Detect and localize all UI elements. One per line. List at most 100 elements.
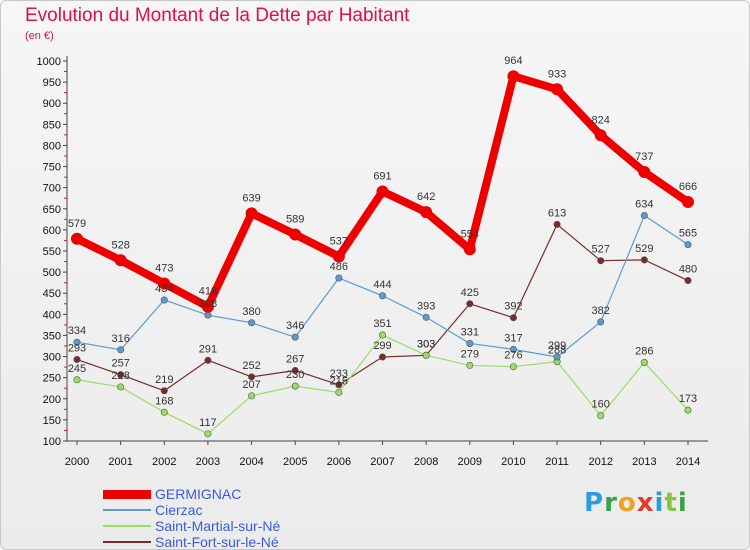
data-label: 392 xyxy=(504,301,522,313)
data-point xyxy=(422,313,430,321)
data-label: 334 xyxy=(68,325,86,337)
data-point xyxy=(682,196,694,209)
data-label: 480 xyxy=(679,264,697,276)
data-point xyxy=(248,319,256,327)
x-tick-label: 2014 xyxy=(676,456,700,468)
legend-swatch xyxy=(103,525,151,527)
x-tick-label: 2004 xyxy=(239,456,263,468)
data-point xyxy=(466,300,474,308)
x-tick-label: 2000 xyxy=(65,456,89,468)
data-point xyxy=(638,166,651,179)
data-point xyxy=(73,376,81,384)
data-point xyxy=(291,366,299,374)
y-tick-label: 450 xyxy=(43,288,61,300)
legend-swatch xyxy=(103,489,151,499)
data-point xyxy=(466,361,474,369)
data-point xyxy=(420,206,433,219)
y-tick-label: 1000 xyxy=(37,56,61,68)
legend-label: Saint-Fort-sur-le-Né xyxy=(155,534,279,550)
data-point xyxy=(597,318,605,326)
y-tick-label: 850 xyxy=(43,119,61,131)
data-point xyxy=(248,373,256,381)
data-point xyxy=(160,408,168,416)
x-tick-label: 2005 xyxy=(283,456,307,468)
data-point xyxy=(291,333,299,341)
x-tick-label: 2012 xyxy=(588,456,612,468)
data-point xyxy=(335,388,343,396)
data-label: 257 xyxy=(111,358,129,370)
x-tick-label: 2011 xyxy=(545,456,569,468)
data-point xyxy=(117,371,125,379)
data-point xyxy=(463,243,476,256)
data-point xyxy=(245,207,258,220)
legend-label: GERMIGNAC xyxy=(155,486,242,502)
series-layer xyxy=(71,70,694,438)
data-label: 380 xyxy=(242,306,260,318)
y-tick-label: 100 xyxy=(43,436,61,448)
data-label: 737 xyxy=(635,151,653,163)
data-point xyxy=(160,387,168,395)
data-point xyxy=(640,256,648,264)
data-label: 444 xyxy=(373,279,391,291)
data-label: 528 xyxy=(111,239,129,251)
data-point xyxy=(335,381,343,389)
data-label: 527 xyxy=(592,244,610,256)
data-point xyxy=(291,382,299,390)
x-tick-label: 2003 xyxy=(196,456,220,468)
data-point xyxy=(73,338,81,346)
data-point xyxy=(378,292,386,300)
logo-letter: i xyxy=(677,488,688,518)
y-tick-label: 300 xyxy=(43,352,61,364)
data-label: 245 xyxy=(68,363,86,375)
legend-swatch xyxy=(103,541,151,543)
data-label: 215 xyxy=(330,375,348,387)
y-tick-label: 550 xyxy=(43,246,61,258)
data-point xyxy=(684,406,692,414)
data-label: 418 xyxy=(199,286,217,298)
data-point xyxy=(114,254,127,267)
data-label: 824 xyxy=(592,114,610,126)
y-tick-label: 350 xyxy=(43,330,61,342)
y-tick-label: 950 xyxy=(43,77,61,89)
data-point xyxy=(71,232,83,245)
data-label: 425 xyxy=(461,287,479,299)
y-tick-label: 900 xyxy=(43,98,61,110)
y-tick-label: 650 xyxy=(43,204,61,216)
data-label: 642 xyxy=(417,191,435,203)
y-tick-label: 750 xyxy=(43,162,61,174)
data-label: 434 xyxy=(155,283,173,295)
data-label: 316 xyxy=(111,333,129,345)
data-label: 276 xyxy=(504,350,522,362)
y-tick-label: 250 xyxy=(43,373,61,385)
data-point xyxy=(73,356,81,364)
legend-label: Cierzac xyxy=(155,502,203,518)
data-label: 639 xyxy=(242,192,260,204)
x-tick-label: 2006 xyxy=(327,456,351,468)
data-point xyxy=(158,277,171,290)
logo-letter: r xyxy=(604,488,618,518)
x-tick-label: 2010 xyxy=(501,456,525,468)
logo-letter: x xyxy=(636,488,655,518)
data-label: 933 xyxy=(548,68,566,80)
data-point xyxy=(594,129,607,142)
logo-letter: i xyxy=(654,488,665,518)
data-label: 346 xyxy=(286,320,304,332)
logo-letter: t xyxy=(664,488,678,518)
logo-letter: o xyxy=(617,488,637,518)
data-label: 634 xyxy=(635,199,653,211)
data-label: 579 xyxy=(68,218,86,230)
y-tick-label: 150 xyxy=(43,415,61,427)
data-label: 286 xyxy=(635,345,653,357)
x-tick-label: 2002 xyxy=(152,456,176,468)
data-label: 537 xyxy=(330,235,348,247)
data-point xyxy=(248,392,256,400)
data-label: 293 xyxy=(68,343,86,355)
y-tick-label: 200 xyxy=(43,394,61,406)
data-point xyxy=(422,351,430,359)
data-point xyxy=(201,300,214,313)
data-point xyxy=(376,185,389,198)
data-point xyxy=(597,412,605,420)
x-tick-label: 2007 xyxy=(370,456,394,468)
data-point xyxy=(204,311,212,319)
